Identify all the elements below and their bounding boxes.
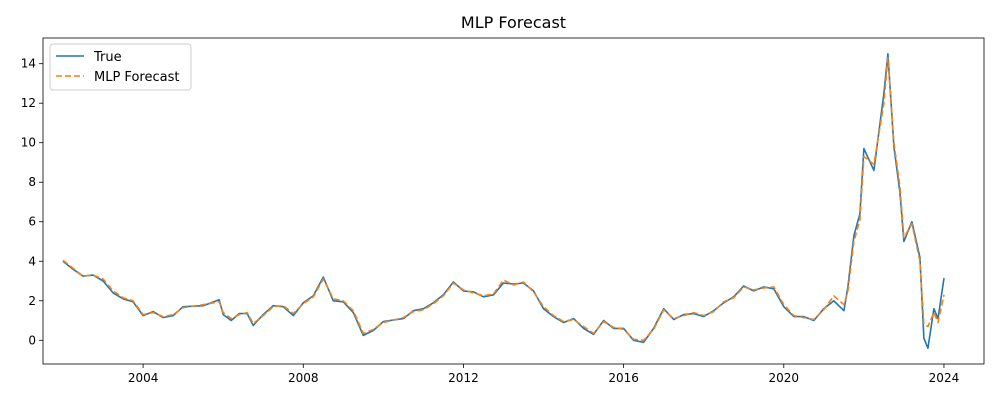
y-tick-label: 10 <box>21 136 36 150</box>
y-tick-label: 14 <box>21 57 36 71</box>
x-tick-label: 2016 <box>608 371 639 385</box>
x-tick-label: 2020 <box>769 371 800 385</box>
y-tick-label: 8 <box>28 175 36 189</box>
y-tick-label: 6 <box>28 215 36 229</box>
y-tick-label: 2 <box>28 294 36 308</box>
y-tick-label: 0 <box>28 333 36 347</box>
x-tick-label: 2004 <box>128 371 159 385</box>
series-layer <box>62 53 945 349</box>
chart-title: MLP Forecast <box>461 13 566 32</box>
legend-label: True <box>93 50 122 65</box>
legend: True MLP Forecast <box>49 43 192 91</box>
y-axis: 0 2 4 6 8 10 12 14 <box>21 57 43 347</box>
legend-box <box>49 43 192 91</box>
y-tick-label: 12 <box>21 96 36 110</box>
legend-label: MLP Forecast <box>94 70 179 85</box>
plot-frame <box>42 37 985 365</box>
series-line-mlp-forecast <box>62 57 945 342</box>
x-axis: 2004 2008 2012 2016 2020 2024 <box>128 364 959 385</box>
series-line-true <box>62 53 945 349</box>
y-tick-label: 4 <box>28 254 36 268</box>
x-tick-label: 2008 <box>288 371 319 385</box>
x-tick-label: 2024 <box>929 371 960 385</box>
x-tick-label: 2012 <box>448 371 479 385</box>
